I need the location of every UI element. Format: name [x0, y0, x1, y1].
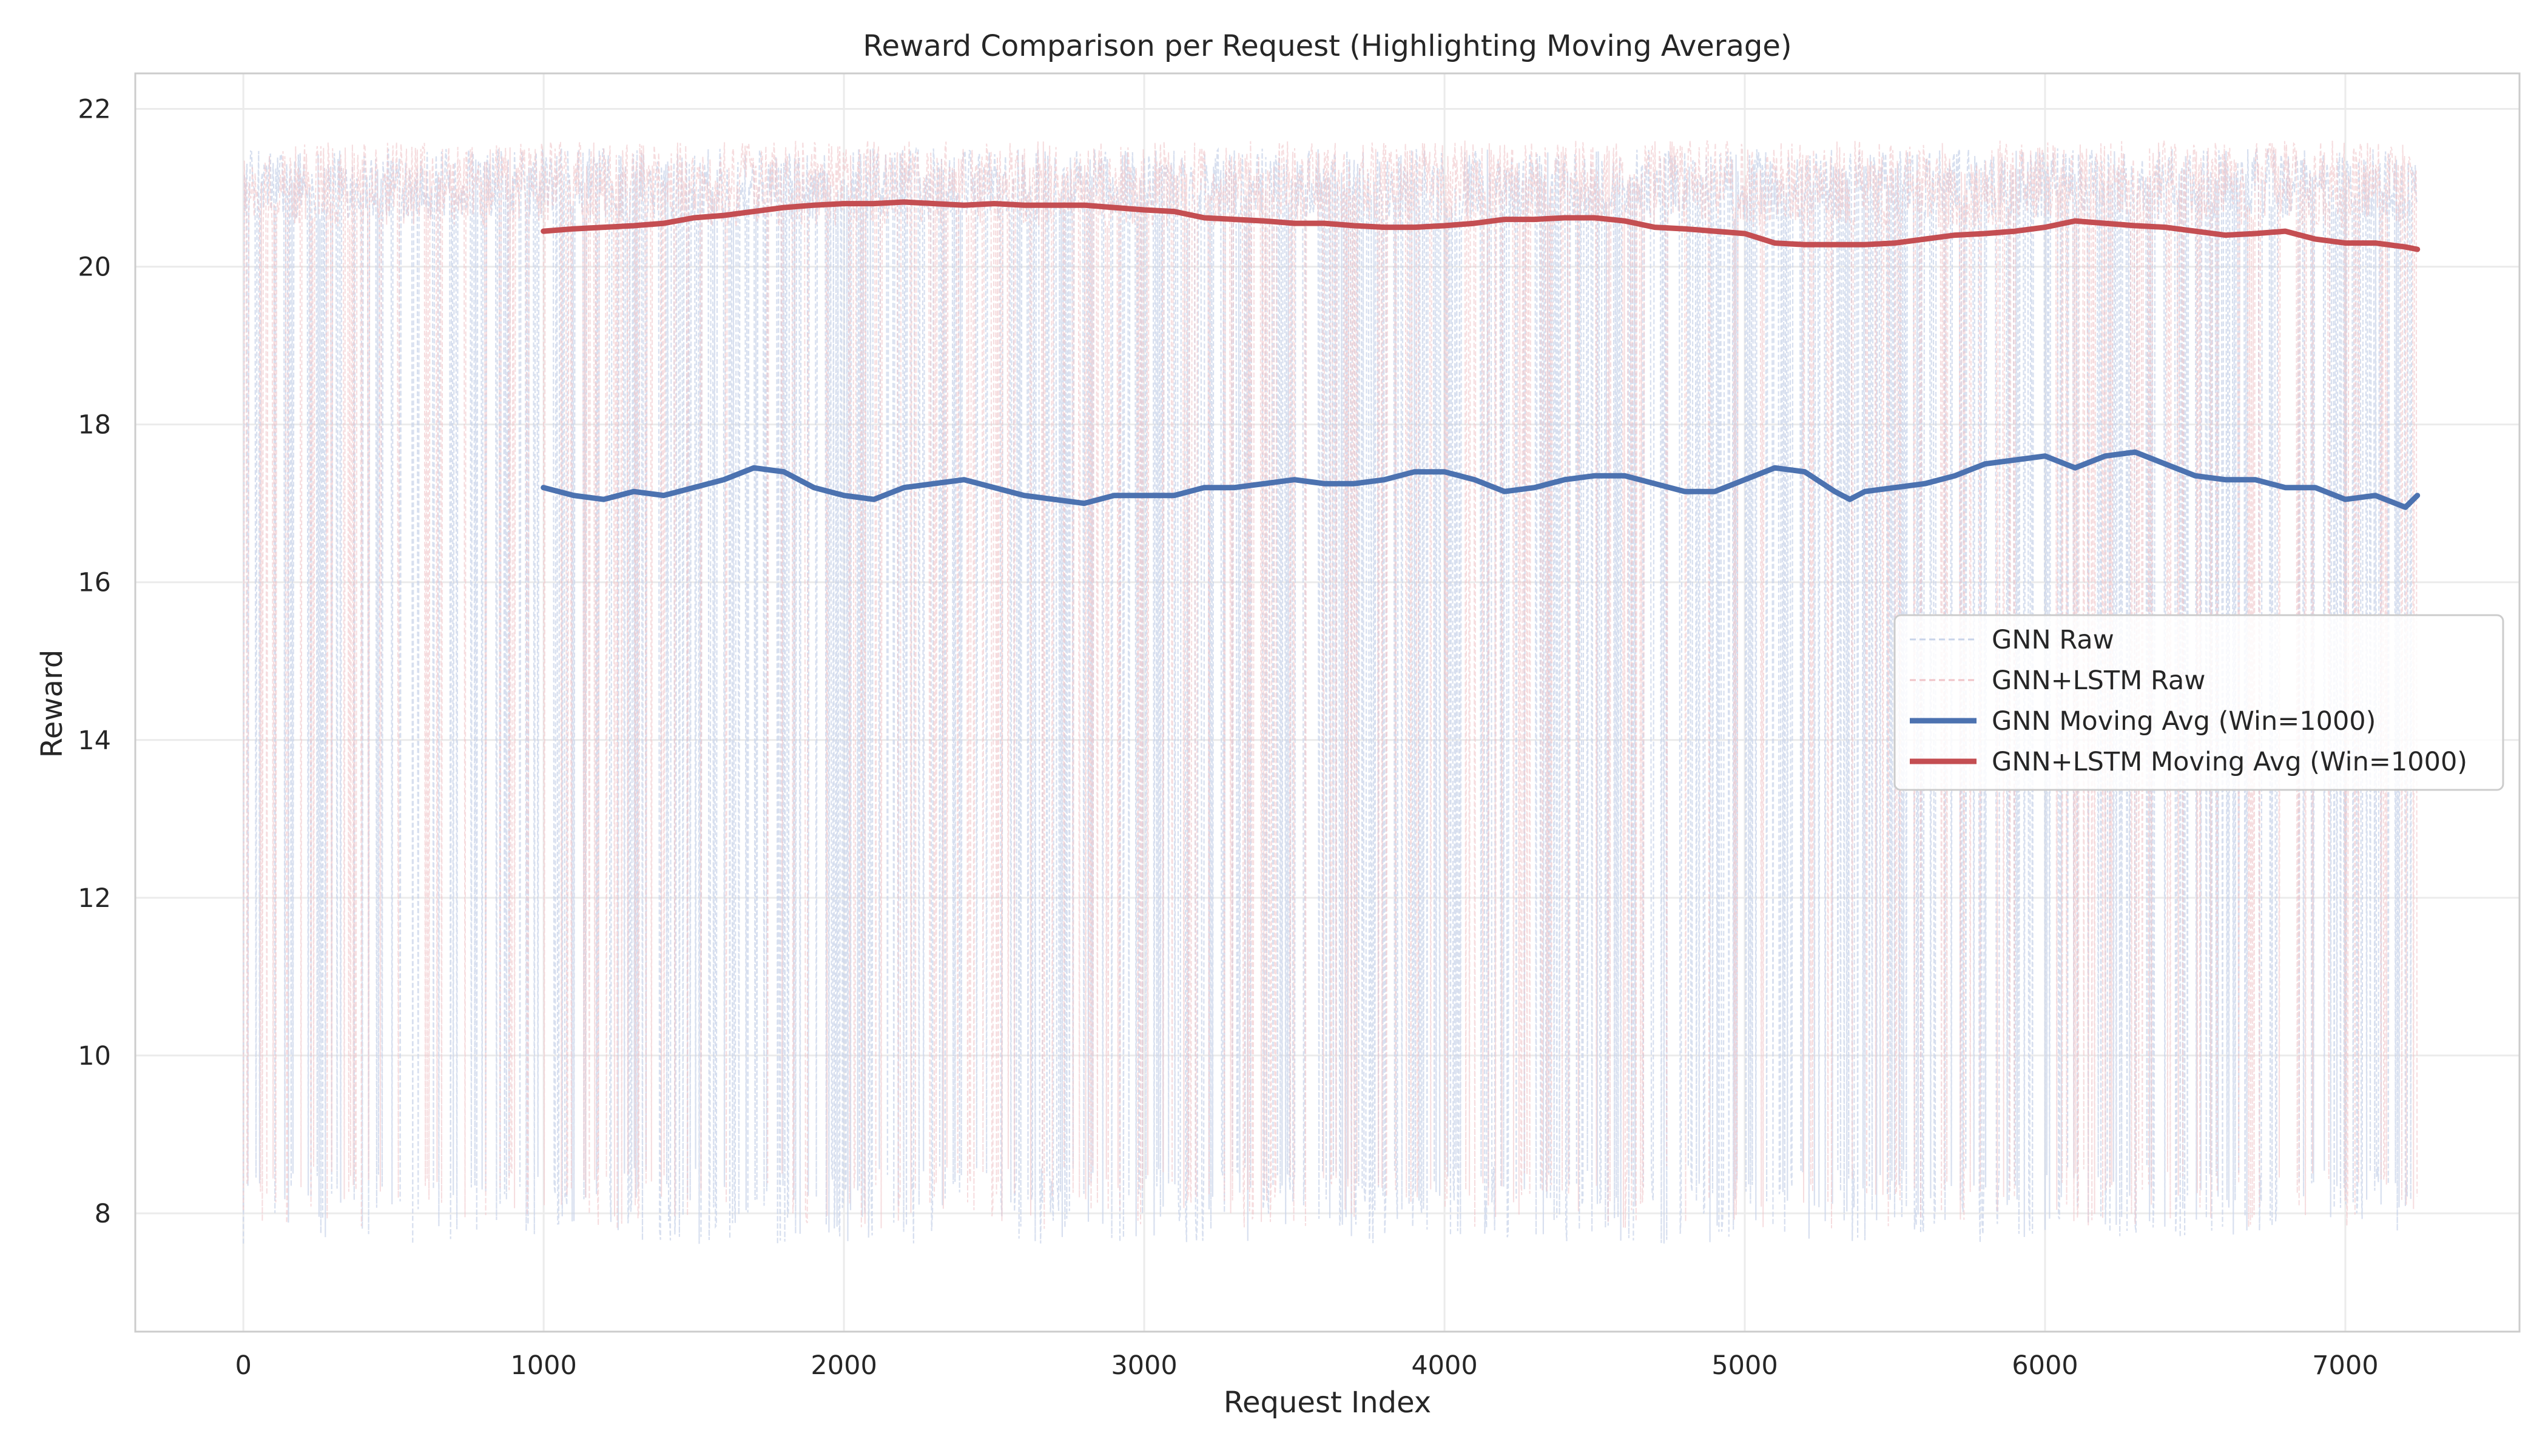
y-tick-label: 14 — [78, 726, 111, 756]
moving-average-layer — [541, 199, 2421, 510]
x-tick-label: 3000 — [1111, 1350, 1177, 1381]
legend-box — [1893, 614, 2504, 791]
x-tick-label: 5000 — [1711, 1350, 1778, 1381]
tick-labels: 0 1000 2000 3000 4000 5000 6000 7000 8 10 12 14 16 18… — [78, 95, 2378, 1381]
x-tick-label: 2000 — [811, 1350, 877, 1381]
legend-label: GNN Raw — [1992, 625, 2114, 655]
x-tick-label: 4000 — [1411, 1350, 1477, 1381]
gnn-lstm-raw-line — [243, 140, 2418, 1229]
chart-title: Reward Comparison per Request (Highlight… — [863, 29, 1791, 63]
plot-area-frame — [134, 72, 2521, 1333]
x-tick-label: 7000 — [2312, 1350, 2378, 1381]
y-tick-label: 16 — [78, 568, 111, 598]
legend-label: GNN+LSTM Moving Avg (Win=1000) — [1992, 747, 2467, 777]
gnn-moving-avg-line — [541, 449, 2421, 510]
y-tick-label: 22 — [78, 95, 111, 125]
y-tick-label: 10 — [78, 1041, 111, 1071]
x-tick-label: 0 — [235, 1350, 252, 1381]
y-axis-label: Reward — [35, 650, 69, 758]
x-tick-label: 1000 — [510, 1350, 576, 1381]
y-tick-label: 18 — [78, 410, 111, 440]
legend-label: GNN Moving Avg (Win=1000) — [1992, 706, 2376, 736]
y-tick-label: 12 — [78, 883, 111, 914]
x-tick-label: 6000 — [2012, 1350, 2078, 1381]
gnn-lstm-moving-avg-line — [541, 199, 2421, 252]
y-tick-label: 8 — [95, 1199, 111, 1229]
x-axis-label: Request Index — [1224, 1386, 1431, 1420]
legend-label: GNN+LSTM Raw — [1992, 666, 2205, 696]
y-tick-label: 20 — [78, 252, 111, 283]
legend: GNN Raw GNN+LSTM Raw GNN Moving Avg (Win=1… — [1893, 614, 2504, 791]
raw-series-layer — [243, 140, 2418, 1244]
